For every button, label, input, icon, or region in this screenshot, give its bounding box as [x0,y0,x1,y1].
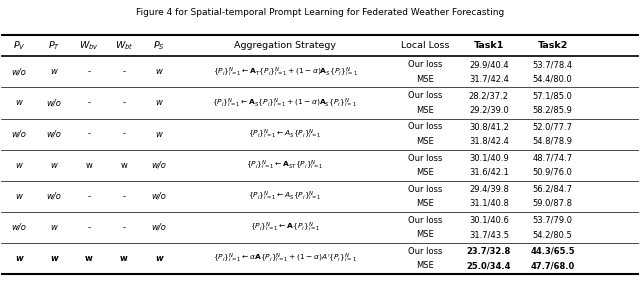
Text: -: - [122,130,125,139]
Text: Local Loss: Local Loss [401,41,449,50]
Text: $W_{bt}$: $W_{bt}$ [115,39,133,52]
Text: $P_S$: $P_S$ [153,39,165,52]
Text: $P_T$: $P_T$ [48,39,60,52]
Text: MSE: MSE [416,74,434,83]
Text: MSE: MSE [416,261,434,270]
Text: 54.8/78.9: 54.8/78.9 [532,137,573,146]
Text: Task2: Task2 [538,41,568,50]
Text: w: w [120,161,127,170]
Text: 59.0/87.8: 59.0/87.8 [532,199,573,208]
Text: 30.1/40.9: 30.1/40.9 [469,153,509,162]
Text: w: w [86,161,92,170]
Text: w: w [120,254,128,263]
Text: w: w [51,67,58,76]
Text: $\{P_i\}_{i=1}^N \leftarrow A_S\{P_i\}_{i=1}^N$: $\{P_i\}_{i=1}^N \leftarrow A_S\{P_i\}_{… [248,190,322,203]
Text: Figure 4 for Spatial-temporal Prompt Learning for Federated Weather Forecasting: Figure 4 for Spatial-temporal Prompt Lea… [136,8,504,17]
Text: w: w [156,98,163,107]
Text: w: w [50,254,58,263]
Text: $\{P_i\}_{i=1}^N \leftarrow \mathbf{A}_T\{P_i\}_{i=1}^N + (1-\alpha)\mathbf{A}_S: $\{P_i\}_{i=1}^N \leftarrow \mathbf{A}_T… [212,65,357,78]
Text: w: w [15,192,22,201]
Text: -: - [122,67,125,76]
Text: 30.8/41.2: 30.8/41.2 [469,123,509,132]
Text: -: - [122,98,125,107]
Text: 57.1/85.0: 57.1/85.0 [532,91,573,100]
Text: w: w [156,130,163,139]
Text: 53.7/79.0: 53.7/79.0 [532,216,573,225]
Text: Our loss: Our loss [408,153,442,162]
Text: $\{P_i\}_{i=1}^N \leftarrow \mathbf{A}\{P_i\}_{i=1}^N$: $\{P_i\}_{i=1}^N \leftarrow \mathbf{A}\{… [250,221,321,234]
Text: Our loss: Our loss [408,216,442,225]
Text: Aggregation Strategy: Aggregation Strategy [234,41,336,50]
Text: MSE: MSE [416,106,434,115]
Text: $\{P_i\}_{i=1}^N \leftarrow \mathbf{A}_S\{P_i\}_{i=1}^N + (1-\alpha)\mathbf{A}_S: $\{P_i\}_{i=1}^N \leftarrow \mathbf{A}_S… [212,96,358,110]
Text: MSE: MSE [416,137,434,146]
Text: w/o: w/o [12,223,26,232]
Text: $\{P_i\}_{i=1}^N \leftarrow A_S\{P_i\}_{i=1}^N$: $\{P_i\}_{i=1}^N \leftarrow A_S\{P_i\}_{… [248,127,322,141]
Text: 23.7/32.8: 23.7/32.8 [467,247,511,256]
Text: w/o: w/o [12,67,26,76]
Text: MSE: MSE [416,230,434,239]
Text: 30.1/40.6: 30.1/40.6 [469,216,509,225]
Text: 31.8/42.4: 31.8/42.4 [469,137,509,146]
Text: 56.2/84.7: 56.2/84.7 [532,185,573,194]
Text: $\{P_i\}_{i=1}^N \leftarrow \mathbf{A}_{ST}\{P_i\}_{i=1}^N$: $\{P_i\}_{i=1}^N \leftarrow \mathbf{A}_{… [246,158,324,172]
Text: w/o: w/o [12,130,26,139]
Text: 28.2/37.2: 28.2/37.2 [469,91,509,100]
Text: 29.4/39.8: 29.4/39.8 [469,185,509,194]
Text: -: - [88,223,90,232]
Text: 29.9/40.4: 29.9/40.4 [469,60,509,69]
Text: w/o: w/o [47,192,61,201]
Text: Task1: Task1 [474,41,504,50]
Text: 31.7/42.4: 31.7/42.4 [469,74,509,83]
Text: $P_V$: $P_V$ [13,39,25,52]
Text: MSE: MSE [416,168,434,177]
Text: Our loss: Our loss [408,60,442,69]
Text: w: w [15,98,22,107]
Text: 47.7/68.0: 47.7/68.0 [531,261,575,270]
Text: w: w [51,161,58,170]
Text: w: w [156,67,163,76]
Text: 54.4/80.0: 54.4/80.0 [532,74,572,83]
Text: 25.0/34.4: 25.0/34.4 [467,261,511,270]
Text: Our loss: Our loss [408,91,442,100]
Text: -: - [122,192,125,201]
Text: 50.9/76.0: 50.9/76.0 [532,168,573,177]
Text: -: - [88,192,90,201]
Text: $\{P_i\}_{i=1}^N \leftarrow \alpha\mathbf{A}\{P_i\}_{i=1}^N + (1-\alpha)A'\{P_i\: $\{P_i\}_{i=1}^N \leftarrow \alpha\mathb… [213,252,357,265]
Text: w: w [85,254,93,263]
Text: 54.2/80.5: 54.2/80.5 [532,230,572,239]
Text: -: - [88,130,90,139]
Text: w: w [15,254,23,263]
Text: w: w [156,254,163,263]
Text: w/o: w/o [152,223,166,232]
Text: w: w [15,161,22,170]
Text: 29.2/39.0: 29.2/39.0 [469,106,509,115]
Text: 48.7/74.7: 48.7/74.7 [532,153,573,162]
Text: w/o: w/o [47,98,61,107]
Text: MSE: MSE [416,199,434,208]
Text: 52.0/77.7: 52.0/77.7 [532,123,573,132]
Text: w/o: w/o [47,130,61,139]
Text: Our loss: Our loss [408,247,442,256]
Text: 44.3/65.5: 44.3/65.5 [531,247,575,256]
Text: -: - [122,223,125,232]
Text: 53.7/78.4: 53.7/78.4 [532,60,573,69]
Text: -: - [88,98,90,107]
Text: 31.7/43.5: 31.7/43.5 [469,230,509,239]
Text: 58.2/85.9: 58.2/85.9 [532,106,573,115]
Text: w: w [51,223,58,232]
Text: -: - [88,67,90,76]
Text: Our loss: Our loss [408,123,442,132]
Text: w/o: w/o [152,161,166,170]
Text: 31.6/42.1: 31.6/42.1 [469,168,509,177]
Text: w/o: w/o [152,192,166,201]
Text: 31.1/40.8: 31.1/40.8 [469,199,509,208]
Text: Our loss: Our loss [408,185,442,194]
Text: $W_{bv}$: $W_{bv}$ [79,39,99,52]
